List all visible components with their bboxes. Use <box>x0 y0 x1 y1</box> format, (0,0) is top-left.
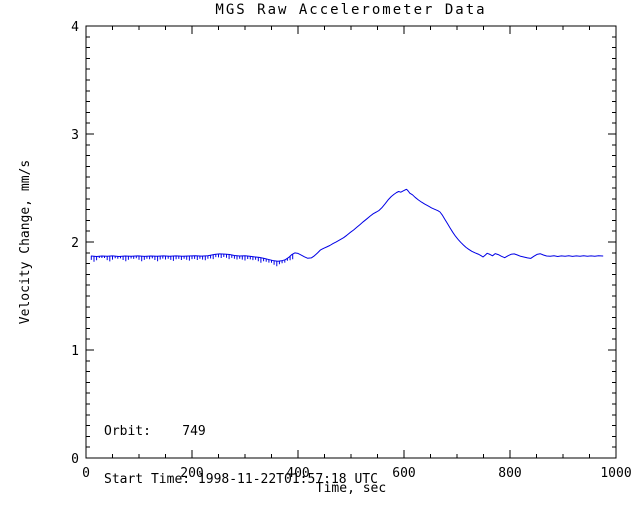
y-tick-label: 4 <box>71 20 79 35</box>
x-tick-label: 1000 <box>600 466 631 481</box>
y-axis-label: Velocity Change, mm/s <box>18 159 33 325</box>
y-tick-label: 2 <box>71 236 79 251</box>
x-tick-label: 600 <box>392 466 415 481</box>
y-tick-label: 3 <box>71 128 79 143</box>
x-tick-label: 0 <box>82 466 90 481</box>
chart-title: MGS Raw Accelerometer Data <box>215 2 487 18</box>
data-noise-ticks <box>90 253 294 267</box>
data-line <box>90 188 604 262</box>
annotation-block: Orbit: 749 Start Time: 1998-11-22T01:57:… <box>104 392 378 512</box>
annotation-start-time: Start Time: 1998-11-22T01:57:18 UTC <box>104 472 378 487</box>
x-axis-label: Time, sec <box>315 481 387 496</box>
annotation-orbit: Orbit: 749 <box>104 424 206 439</box>
x-tick-label: 400 <box>286 466 309 481</box>
y-tick-label: 0 <box>71 452 79 467</box>
x-tick-label: 800 <box>498 466 521 481</box>
x-tick-label: 200 <box>180 466 203 481</box>
axis-ticks <box>85 25 617 459</box>
y-tick-label: 1 <box>71 344 79 359</box>
